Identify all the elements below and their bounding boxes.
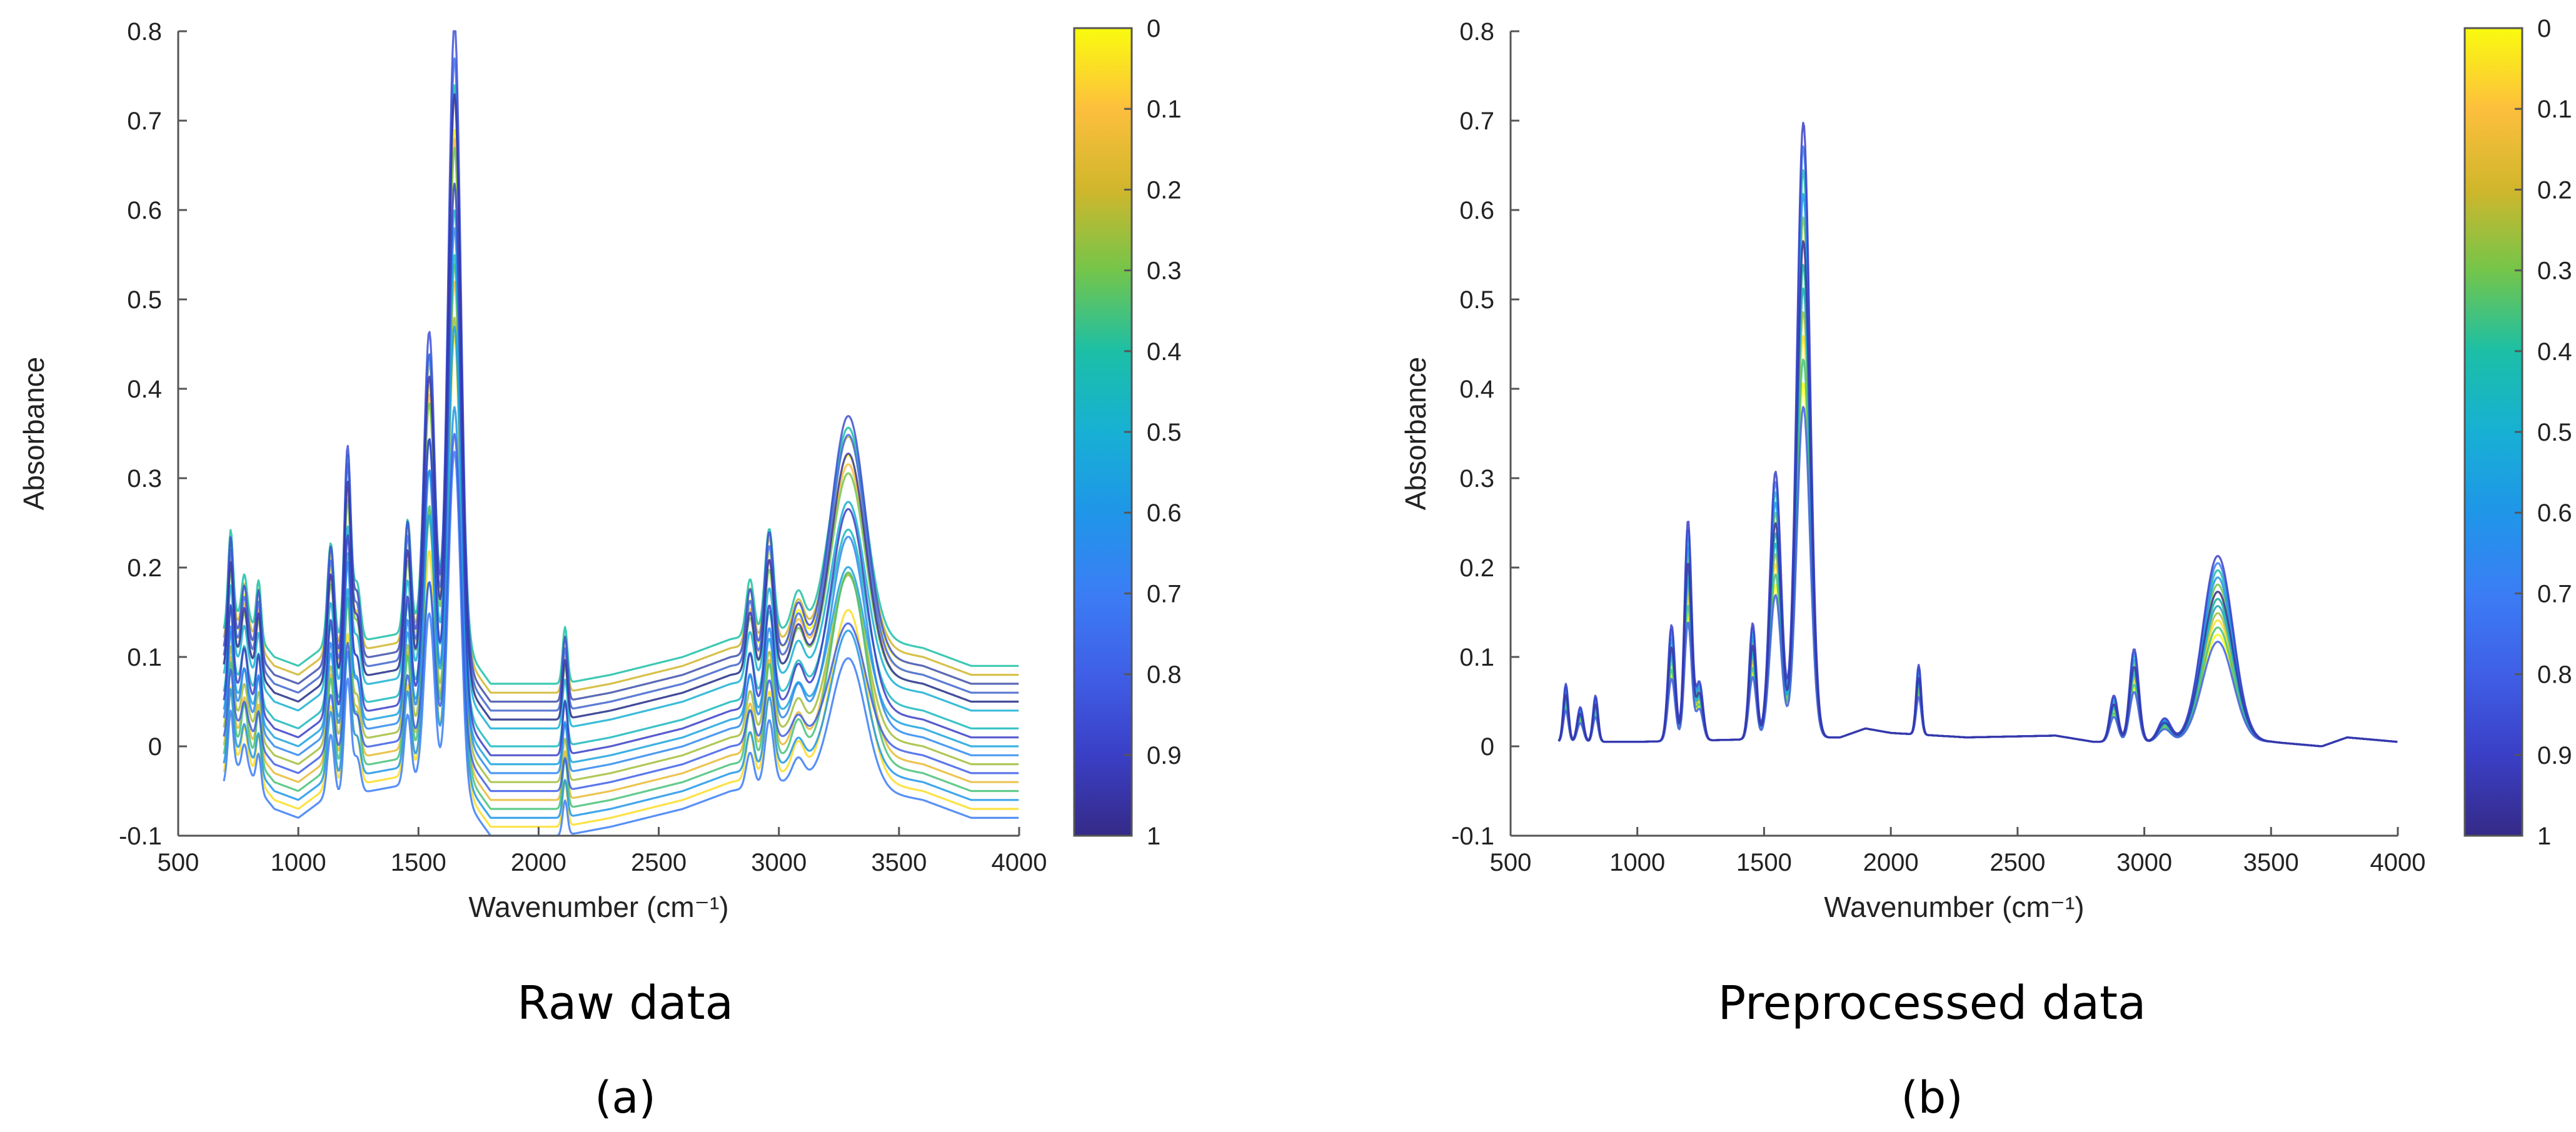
y-tick-label: 0.1	[1459, 644, 1494, 671]
y-tick-label: 0.4	[127, 376, 162, 403]
x-tick-label: 1500	[1736, 849, 1792, 876]
colorbar-tick-label: 0.6	[2537, 499, 2572, 527]
y-tick-label: 0.2	[1459, 554, 1494, 582]
spectrum-line-pre-08	[1557, 358, 2398, 748]
spectrum-line-pre-16	[1557, 240, 2398, 748]
x-tick-label: 2000	[1863, 849, 1919, 876]
colorbar-tick-label: 0.9	[1147, 742, 1182, 769]
colorbar-tick-label: 0.5	[2537, 419, 2572, 446]
colorbar-tick-label: 0.8	[2537, 661, 2572, 689]
spectrum-line-raw-11	[223, 209, 1019, 730]
spectra-series-group	[223, 30, 1019, 837]
spectrum-line-raw-15	[223, 451, 1019, 837]
spectrum-line-raw-19	[223, 183, 1019, 756]
spectrum-line-raw-18	[223, 30, 1019, 703]
panel-label: (a)	[595, 1072, 656, 1123]
x-tick-label: 1000	[1609, 849, 1665, 876]
colorbar-tick-label: 0.8	[1147, 661, 1182, 689]
y-tick-label: 0.5	[127, 286, 162, 314]
panel-label: (b)	[1901, 1072, 1963, 1123]
panel-title: Preprocessed data	[1718, 976, 2146, 1030]
x-axis-label: Wavenumber (cm⁻¹)	[468, 891, 728, 923]
spectra-series-group	[1557, 121, 2398, 748]
spectrum-line-raw-09	[223, 84, 1019, 685]
spectrum-line-raw-16	[223, 57, 1019, 712]
spectrum-line-raw-04	[223, 281, 1019, 801]
colorbar-tick-label: 0	[2537, 15, 2551, 43]
colorbar-tick-label: 0.2	[1147, 176, 1182, 204]
y-tick-label: 0	[148, 733, 162, 761]
x-tick-label: 3500	[871, 849, 927, 876]
y-tick-label: 0.3	[1459, 465, 1494, 493]
y-tick-label: 0.4	[1459, 376, 1494, 403]
colorbar-tick-label: 0.7	[1147, 580, 1182, 608]
x-tick-label: 3000	[2116, 849, 2172, 876]
panel-preprocessed-data: 500 1000 1500 2000 2500 3000 3500 4000 -0.1 0 0.1 0…	[1399, 15, 2572, 1123]
colorbar-tick-label: 0.1	[1147, 96, 1182, 123]
y-tick-label: 0.7	[127, 108, 162, 135]
x-tick-label: 3500	[2243, 849, 2299, 876]
spectrum-line-pre-01	[1557, 382, 2398, 748]
colorbar-tick-label: 0	[1147, 15, 1160, 43]
colorbar-tick-label: 0.2	[2537, 176, 2572, 204]
x-tick-label: 3000	[751, 849, 807, 876]
y-tick-label: 0	[1481, 733, 1494, 761]
y-tick-label: 0.7	[1459, 108, 1494, 135]
y-tick-label: 0.6	[1459, 197, 1494, 224]
y-axis-label: Absorbance	[18, 357, 50, 511]
colorbar-tick-label: 0.9	[2537, 742, 2572, 769]
x-tick-label: 2500	[631, 849, 687, 876]
colorbar-tick-label: 0.6	[1147, 499, 1182, 527]
y-tick-label: 0.2	[127, 554, 162, 582]
colorbar-tick-label: 0.7	[2537, 580, 2572, 608]
x-tick-label: 500	[158, 849, 199, 876]
colorbar-tick-label: 0.4	[2537, 338, 2572, 366]
colorbar-tick-label: 0.5	[1147, 419, 1182, 446]
y-tick-label: 0.8	[127, 18, 162, 46]
spectrum-line-raw-12	[223, 325, 1019, 766]
y-axis-label: Absorbance	[1399, 357, 1432, 511]
colorbar	[1074, 28, 1132, 836]
panel-title: Raw data	[517, 976, 733, 1030]
spectrum-line-raw-20	[223, 93, 1019, 721]
y-tick-label: 0.8	[1459, 18, 1494, 46]
y-tick-label: -0.1	[1451, 823, 1494, 850]
spectrum-line-raw-17	[223, 433, 1019, 793]
colorbar	[2465, 28, 2522, 836]
x-tick-label: 4000	[992, 849, 1047, 876]
x-tick-label: 2500	[1990, 849, 2045, 876]
y-tick-label: 0.1	[127, 644, 162, 671]
y-tick-label: 0.3	[127, 465, 162, 493]
panel-raw-data: 500 1000 1500 2000 2500 3000 3500 4000 -0.1 0 0.1 0…	[18, 15, 1182, 1123]
colorbar-tick-label: 1	[1147, 823, 1160, 850]
colorbar-tick-label: 0.3	[2537, 258, 2572, 285]
spectrum-line-raw-14	[223, 227, 1019, 774]
x-axis-label: Wavenumber (cm⁻¹)	[1824, 891, 2084, 923]
colorbar-tick-label: 1	[2537, 823, 2551, 850]
colorbar-tick-label: 0.4	[1147, 338, 1182, 366]
y-tick-label: 0.5	[1459, 286, 1494, 314]
spectrum-line-raw-08	[223, 263, 1019, 810]
x-tick-label: 1500	[391, 849, 446, 876]
spectrum-line-raw-13	[223, 406, 1019, 819]
spectrum-line-raw-06	[223, 316, 1019, 783]
x-tick-label: 4000	[2370, 849, 2426, 876]
x-tick-label: 2000	[511, 849, 566, 876]
colorbar-tick-label: 0.1	[2537, 96, 2572, 123]
x-tick-label: 500	[1490, 849, 1532, 876]
y-tick-label: -0.1	[119, 823, 162, 850]
x-tick-label: 1000	[271, 849, 326, 876]
colorbar-tick-label: 0.3	[1147, 258, 1182, 285]
y-tick-label: 0.6	[127, 197, 162, 224]
